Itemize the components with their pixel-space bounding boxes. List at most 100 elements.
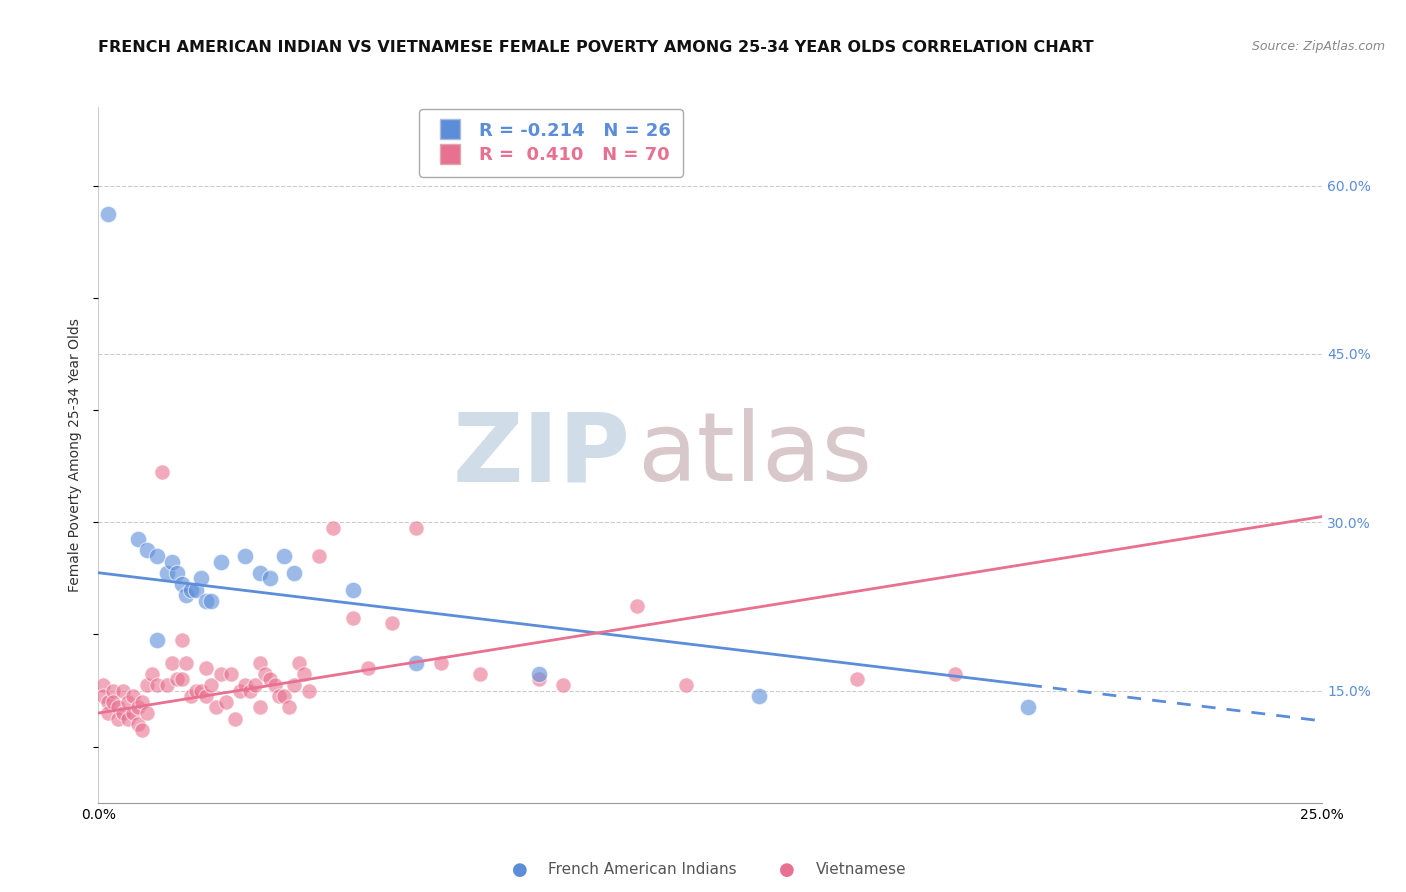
- Point: [146, 549, 169, 563]
- Point: [136, 678, 159, 692]
- Point: [229, 683, 252, 698]
- Point: [186, 683, 208, 698]
- Point: [117, 712, 139, 726]
- Legend: R = -0.214   N = 26, R =  0.410   N = 70: R = -0.214 N = 26, R = 0.410 N = 70: [419, 109, 683, 177]
- Point: [249, 656, 271, 670]
- Point: [288, 656, 311, 670]
- Point: [233, 678, 256, 692]
- Point: [176, 588, 198, 602]
- Point: [160, 656, 183, 670]
- Point: [195, 689, 218, 703]
- Text: Vietnamese: Vietnamese: [815, 863, 905, 877]
- Text: ZIP: ZIP: [453, 409, 630, 501]
- Text: Source: ZipAtlas.com: Source: ZipAtlas.com: [1251, 40, 1385, 54]
- Point: [190, 683, 212, 698]
- Point: [249, 566, 271, 580]
- Point: [845, 673, 868, 687]
- Point: [97, 207, 120, 221]
- Point: [136, 543, 159, 558]
- Point: [170, 673, 193, 687]
- Point: [136, 706, 159, 720]
- Point: [117, 695, 139, 709]
- Point: [233, 549, 256, 563]
- Point: [107, 700, 129, 714]
- Point: [283, 678, 305, 692]
- Point: [176, 656, 198, 670]
- Point: [381, 616, 404, 631]
- Point: [214, 695, 236, 709]
- Point: [97, 706, 120, 720]
- Point: [748, 689, 770, 703]
- Point: [200, 678, 222, 692]
- Point: [127, 700, 149, 714]
- Point: [101, 695, 124, 709]
- Point: [160, 555, 183, 569]
- Point: [342, 582, 364, 597]
- Point: [527, 666, 550, 681]
- Point: [322, 521, 344, 535]
- Point: [166, 673, 188, 687]
- Point: [249, 700, 271, 714]
- Point: [278, 700, 301, 714]
- Point: [243, 678, 266, 692]
- Point: [430, 656, 453, 670]
- Point: [273, 689, 295, 703]
- Point: [131, 723, 153, 737]
- Point: [405, 656, 427, 670]
- Point: [553, 678, 575, 692]
- Text: ●: ●: [512, 861, 529, 879]
- Text: atlas: atlas: [637, 409, 872, 501]
- Point: [527, 673, 550, 687]
- Point: [111, 706, 134, 720]
- Point: [156, 566, 179, 580]
- Point: [209, 666, 232, 681]
- Point: [200, 594, 222, 608]
- Point: [121, 706, 143, 720]
- Point: [269, 689, 291, 703]
- Point: [121, 689, 143, 703]
- Point: [146, 678, 169, 692]
- Point: [205, 700, 228, 714]
- Point: [253, 666, 276, 681]
- Point: [101, 683, 124, 698]
- Point: [190, 571, 212, 585]
- Point: [239, 683, 262, 698]
- Point: [180, 582, 202, 597]
- Point: [468, 666, 491, 681]
- Point: [150, 465, 173, 479]
- Text: French American Indians: French American Indians: [548, 863, 737, 877]
- Point: [156, 678, 179, 692]
- Point: [259, 673, 281, 687]
- Point: [263, 678, 285, 692]
- Point: [127, 532, 149, 546]
- Point: [308, 549, 330, 563]
- Point: [91, 678, 114, 692]
- Text: ●: ●: [779, 861, 796, 879]
- Point: [111, 683, 134, 698]
- Point: [127, 717, 149, 731]
- Point: [146, 633, 169, 648]
- Point: [273, 549, 295, 563]
- Y-axis label: Female Poverty Among 25-34 Year Olds: Female Poverty Among 25-34 Year Olds: [69, 318, 83, 592]
- Text: FRENCH AMERICAN INDIAN VS VIETNAMESE FEMALE POVERTY AMONG 25-34 YEAR OLDS CORREL: FRENCH AMERICAN INDIAN VS VIETNAMESE FEM…: [98, 40, 1094, 55]
- Point: [405, 521, 427, 535]
- Point: [91, 689, 114, 703]
- Point: [356, 661, 378, 675]
- Point: [342, 610, 364, 624]
- Point: [283, 566, 305, 580]
- Point: [943, 666, 966, 681]
- Point: [224, 712, 246, 726]
- Point: [107, 712, 129, 726]
- Point: [97, 695, 120, 709]
- Point: [292, 666, 315, 681]
- Point: [180, 689, 202, 703]
- Point: [626, 599, 648, 614]
- Point: [195, 661, 218, 675]
- Point: [259, 571, 281, 585]
- Point: [186, 582, 208, 597]
- Point: [209, 555, 232, 569]
- Point: [219, 666, 242, 681]
- Point: [166, 566, 188, 580]
- Point: [1017, 700, 1039, 714]
- Point: [195, 594, 218, 608]
